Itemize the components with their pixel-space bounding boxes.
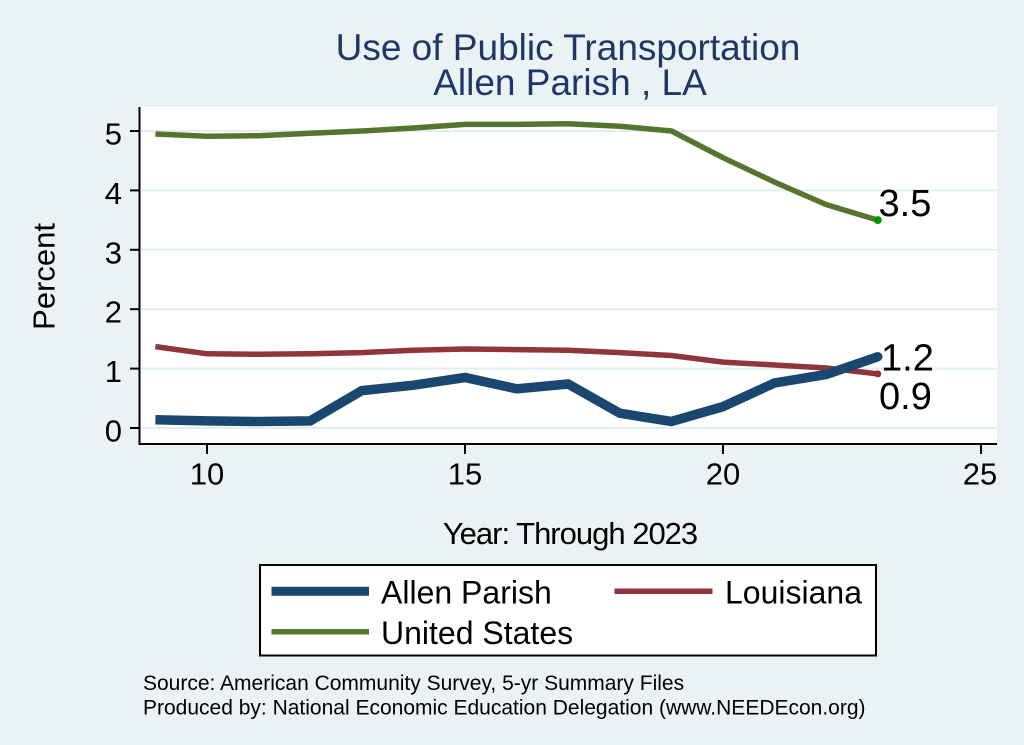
svg-text:Louisiana: Louisiana [725, 575, 862, 611]
svg-text:20: 20 [706, 457, 740, 492]
svg-text:Allen Parish: Allen Parish [381, 575, 552, 611]
svg-text:Source: American Community Sur: Source: American Community Survey, 5-yr … [143, 672, 684, 695]
svg-text:Percent: Percent [27, 223, 62, 330]
svg-text:Produced by: National Economic: Produced by: National Economic Education… [143, 697, 866, 720]
svg-text:25: 25 [963, 457, 997, 492]
svg-text:4: 4 [105, 176, 122, 211]
svg-text:15: 15 [448, 457, 482, 492]
svg-text:United States: United States [381, 615, 573, 651]
svg-text:Year: Through 2023: Year: Through 2023 [443, 516, 697, 551]
svg-text:Allen Parish , LA: Allen Parish , LA [433, 62, 707, 103]
svg-text:1.2: 1.2 [881, 338, 934, 380]
svg-text:3.5: 3.5 [879, 183, 932, 225]
svg-text:0: 0 [105, 414, 122, 449]
svg-text:Use of Public Transportation: Use of Public Transportation [336, 27, 801, 68]
svg-text:3: 3 [105, 235, 122, 270]
svg-text:0.9: 0.9 [879, 376, 932, 418]
svg-text:5: 5 [105, 117, 122, 152]
svg-text:10: 10 [190, 457, 224, 492]
svg-text:2: 2 [105, 295, 122, 330]
svg-text:1: 1 [105, 354, 122, 389]
